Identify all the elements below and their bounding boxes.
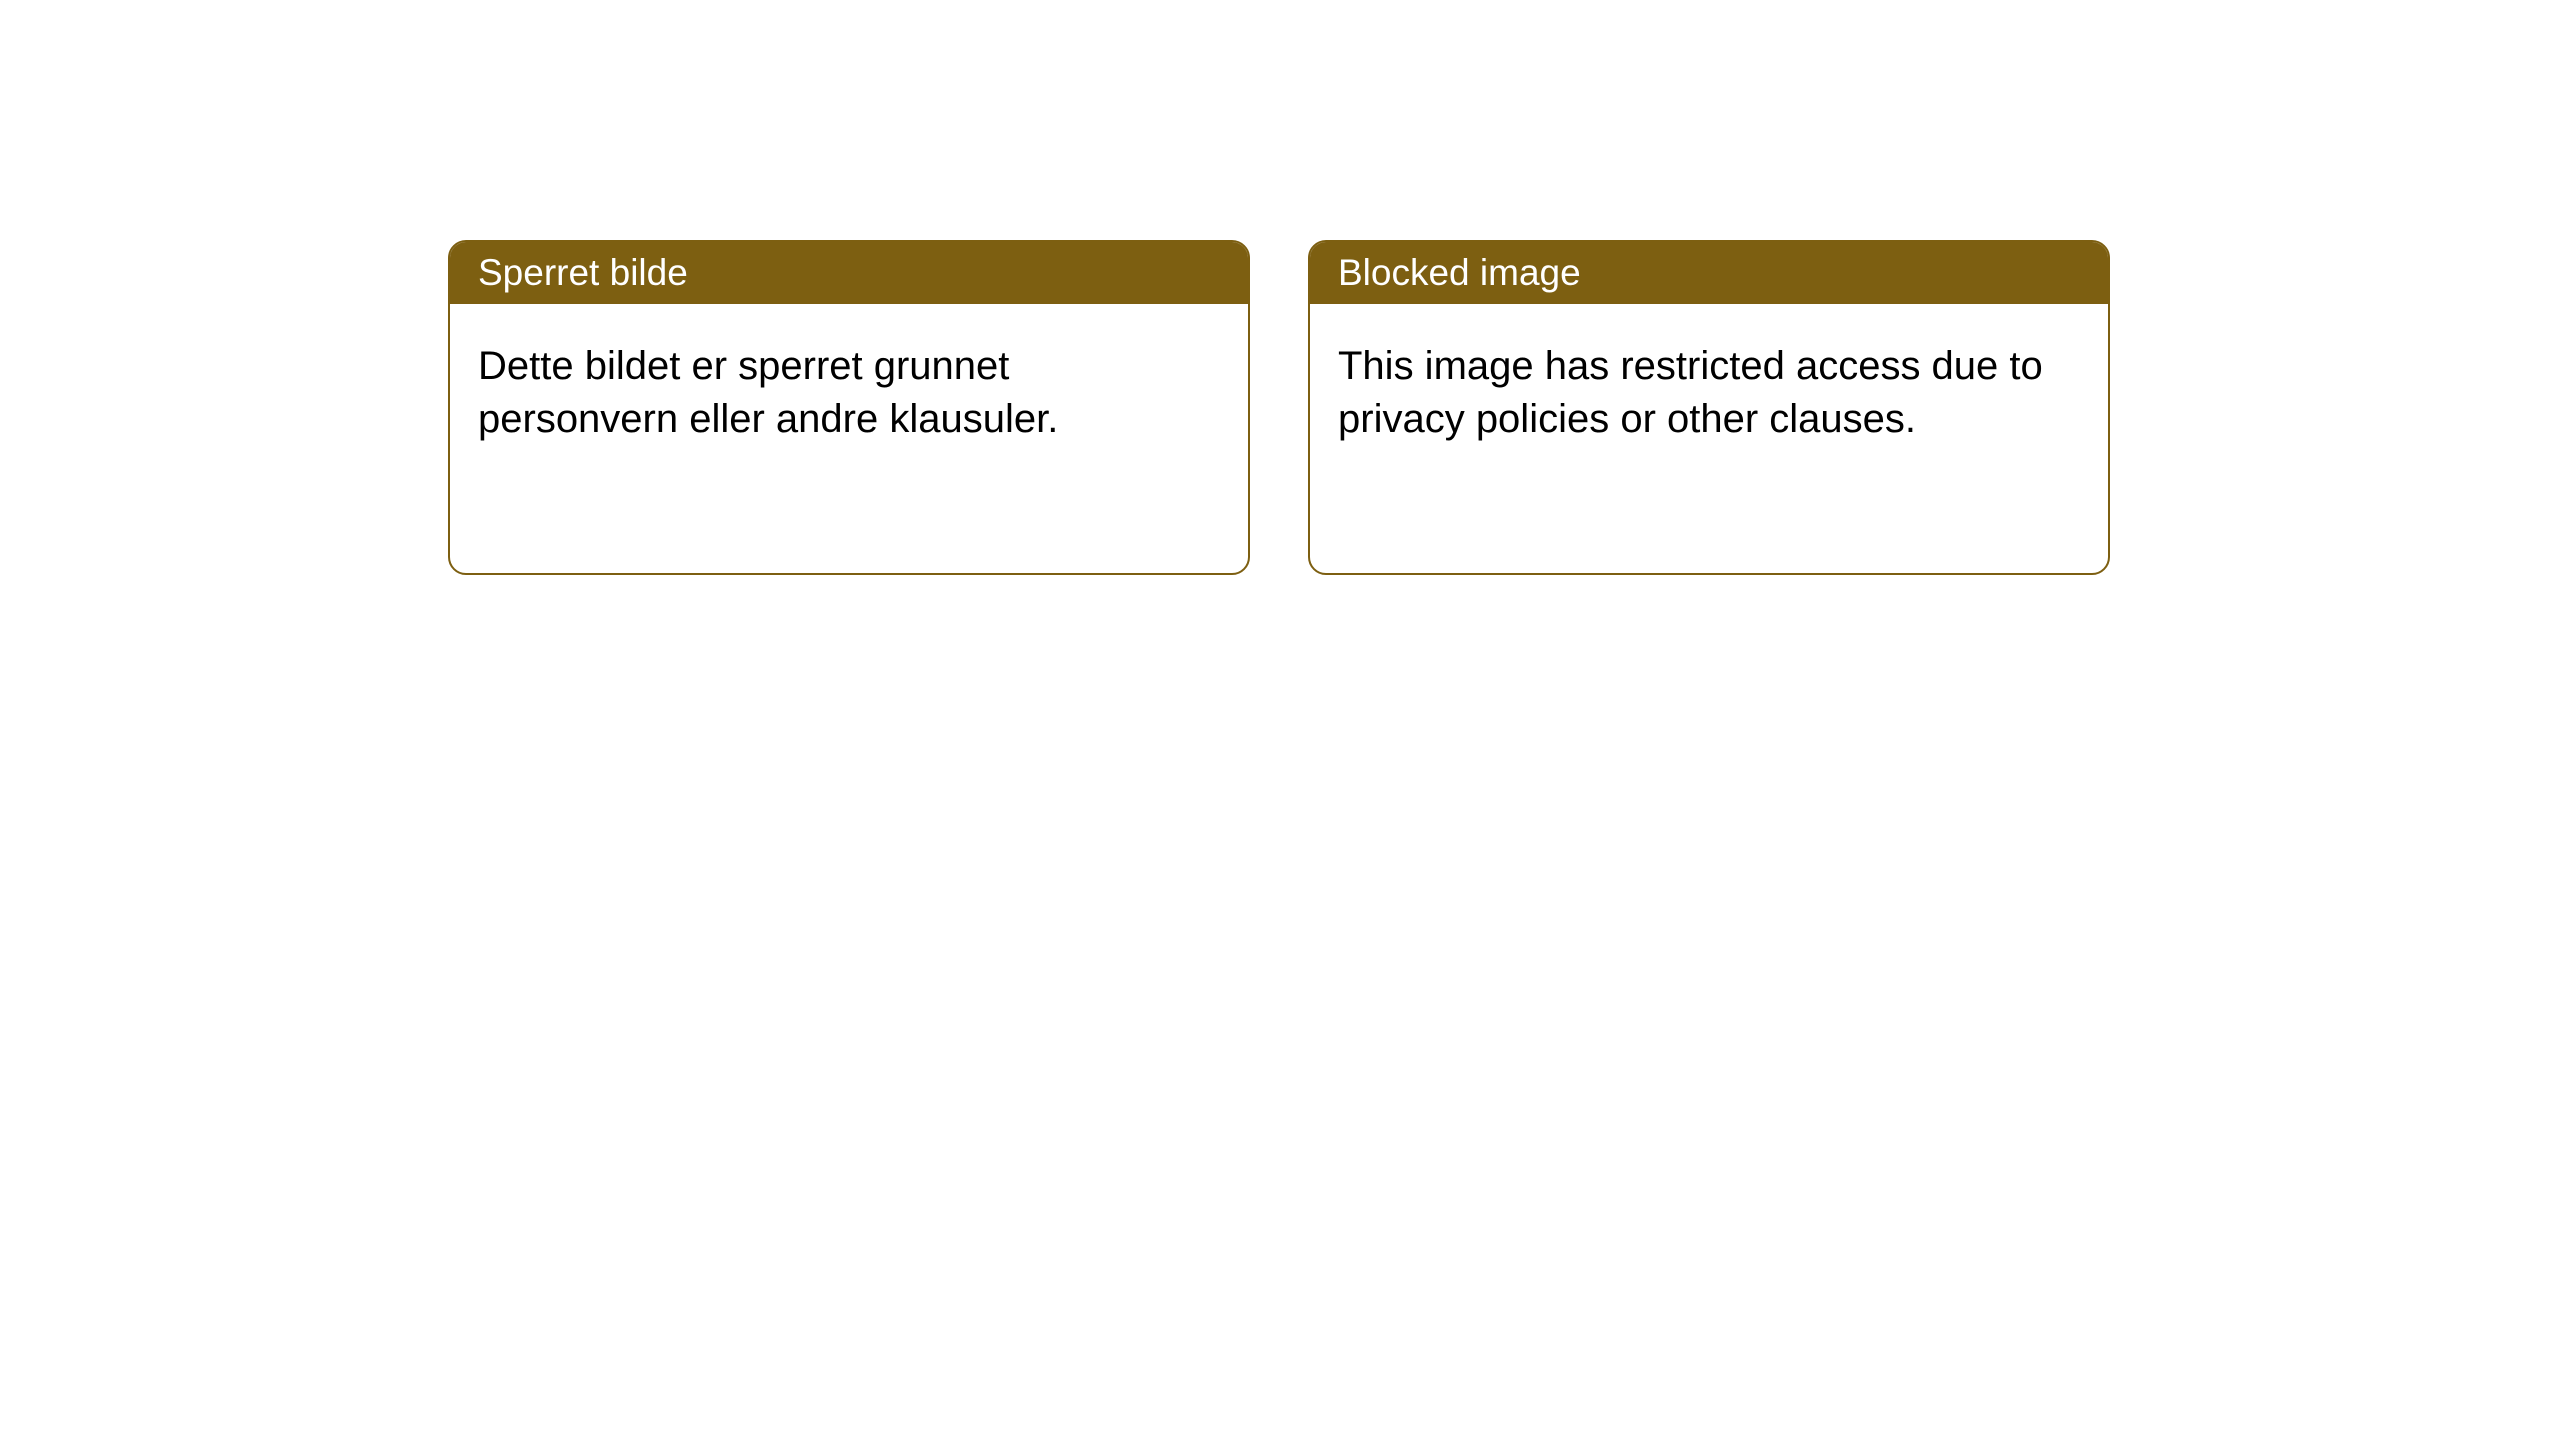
- notice-card-norwegian: Sperret bilde Dette bildet er sperret gr…: [448, 240, 1250, 575]
- notice-card-english: Blocked image This image has restricted …: [1308, 240, 2110, 575]
- card-body: This image has restricted access due to …: [1310, 304, 2108, 482]
- card-title: Blocked image: [1338, 252, 1581, 294]
- notice-container: Sperret bilde Dette bildet er sperret gr…: [448, 240, 2110, 575]
- card-body-text: This image has restricted access due to …: [1338, 344, 2043, 441]
- card-header: Blocked image: [1310, 242, 2108, 304]
- card-body-text: Dette bildet er sperret grunnet personve…: [478, 344, 1058, 441]
- card-title: Sperret bilde: [478, 252, 688, 294]
- card-body: Dette bildet er sperret grunnet personve…: [450, 304, 1248, 482]
- card-header: Sperret bilde: [450, 242, 1248, 304]
